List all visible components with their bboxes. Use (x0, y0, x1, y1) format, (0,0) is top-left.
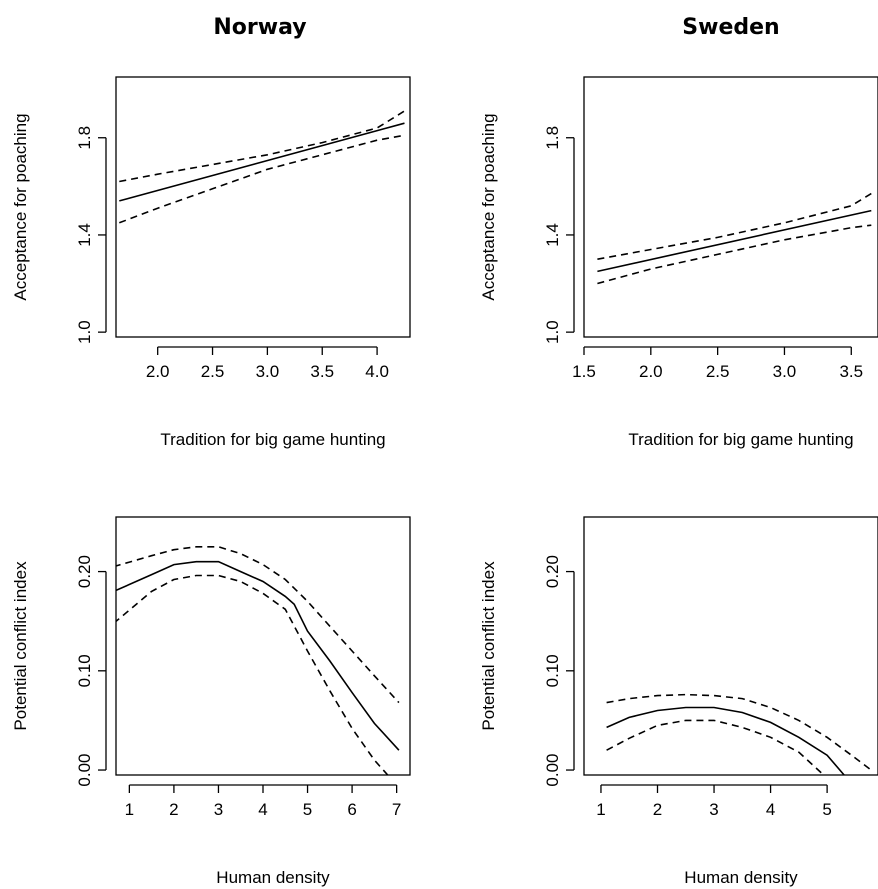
y-axis-title: Potential conflict index (479, 561, 498, 731)
confidence-band-line (116, 545, 400, 704)
y-tick-label: 0.00 (543, 753, 562, 786)
plot-frame (583, 76, 878, 338)
x-tick-label: 2 (169, 800, 178, 819)
y-tick-label: 1.8 (543, 126, 562, 150)
y-tick-label: 0.10 (543, 654, 562, 687)
x-tick-label: 1 (125, 800, 134, 819)
plot-frame (115, 516, 411, 776)
fitted-line (116, 560, 400, 751)
panels: 2.0 2.5 3.0 3.5 4.0 1.0 1.4 1.8 Tradition for bi… (11, 76, 878, 887)
x-tick-label: 4.0 (365, 362, 389, 381)
series-group (597, 192, 872, 285)
y-tick-label: 1.8 (75, 126, 94, 150)
plot-frame (583, 516, 878, 776)
x-tick-label: 1.5 (572, 362, 596, 381)
confidence-band-line (116, 574, 389, 775)
y-axis-title: Potential conflict index (11, 561, 30, 731)
x-tick-label: 3 (214, 800, 223, 819)
y-axis-title: Acceptance for poaching (11, 113, 30, 300)
y-tick-label: 0.20 (543, 555, 562, 588)
series-group (116, 545, 400, 775)
confidence-band-line (597, 192, 872, 260)
confidence-band-line (119, 134, 405, 224)
confidence-band-line (606, 719, 823, 774)
y-tick-label: 0.00 (75, 753, 94, 786)
panel-sweden-top: 1.5 2.0 2.5 3.0 3.5 1.0 1.4 1.8 Tradition for bi… (479, 76, 878, 449)
y-tick-label: 1.0 (75, 320, 94, 344)
x-tick-label: 2.5 (706, 362, 730, 381)
x-axis-title: Human density (684, 868, 798, 887)
x-tick-label: 2.0 (146, 362, 170, 381)
plot-frame (115, 76, 411, 338)
x-tick-label: 5 (822, 800, 831, 819)
y-tick-label: 1.4 (75, 223, 94, 247)
x-tick-label: 4 (766, 800, 775, 819)
x-tick-label: 3 (709, 800, 718, 819)
series-group (606, 693, 873, 775)
x-tick-label: 3.0 (773, 362, 797, 381)
confidence-band-line (606, 693, 873, 772)
x-tick-label: 2 (653, 800, 662, 819)
x-tick-label: 4 (258, 800, 267, 819)
x-axis-title: Tradition for big game hunting (160, 430, 385, 449)
y-tick-label: 1.4 (543, 223, 562, 247)
x-tick-label: 2.5 (201, 362, 225, 381)
x-tick-label: 2.0 (639, 362, 663, 381)
x-tick-label: 7 (392, 800, 401, 819)
x-tick-label: 3.5 (310, 362, 334, 381)
fitted-line (119, 122, 405, 202)
panel-norway-top: 2.0 2.5 3.0 3.5 4.0 1.0 1.4 1.8 Tradition for bi… (11, 76, 411, 449)
x-tick-label: 6 (347, 800, 356, 819)
column-title-sweden: Sweden (682, 15, 779, 40)
series-group (119, 110, 405, 224)
y-axis-title: Acceptance for poaching (479, 113, 498, 300)
panel-sweden-bottom: 1 2 3 4 5 0.00 0.10 0.20 Human density Potential … (479, 516, 878, 887)
column-title-norway: Norway (213, 15, 306, 40)
y-tick-label: 0.10 (75, 654, 94, 687)
x-tick-label: 3.0 (256, 362, 280, 381)
y-tick-label: 0.20 (75, 555, 94, 588)
x-axis-title: Tradition for big game hunting (628, 430, 853, 449)
confidence-band-line (119, 110, 405, 183)
y-tick-label: 1.0 (543, 320, 562, 344)
x-tick-label: 3.5 (839, 362, 863, 381)
x-tick-label: 5 (303, 800, 312, 819)
confidence-band-line (597, 224, 872, 285)
fitted-line (606, 706, 845, 775)
x-axis-title: Human density (216, 868, 330, 887)
panel-norway-bottom: 1 2 3 4 5 6 7 0.00 0.10 0.20 Human density Potentia… (11, 516, 411, 887)
x-tick-label: 1 (596, 800, 605, 819)
fitted-line (597, 209, 872, 273)
